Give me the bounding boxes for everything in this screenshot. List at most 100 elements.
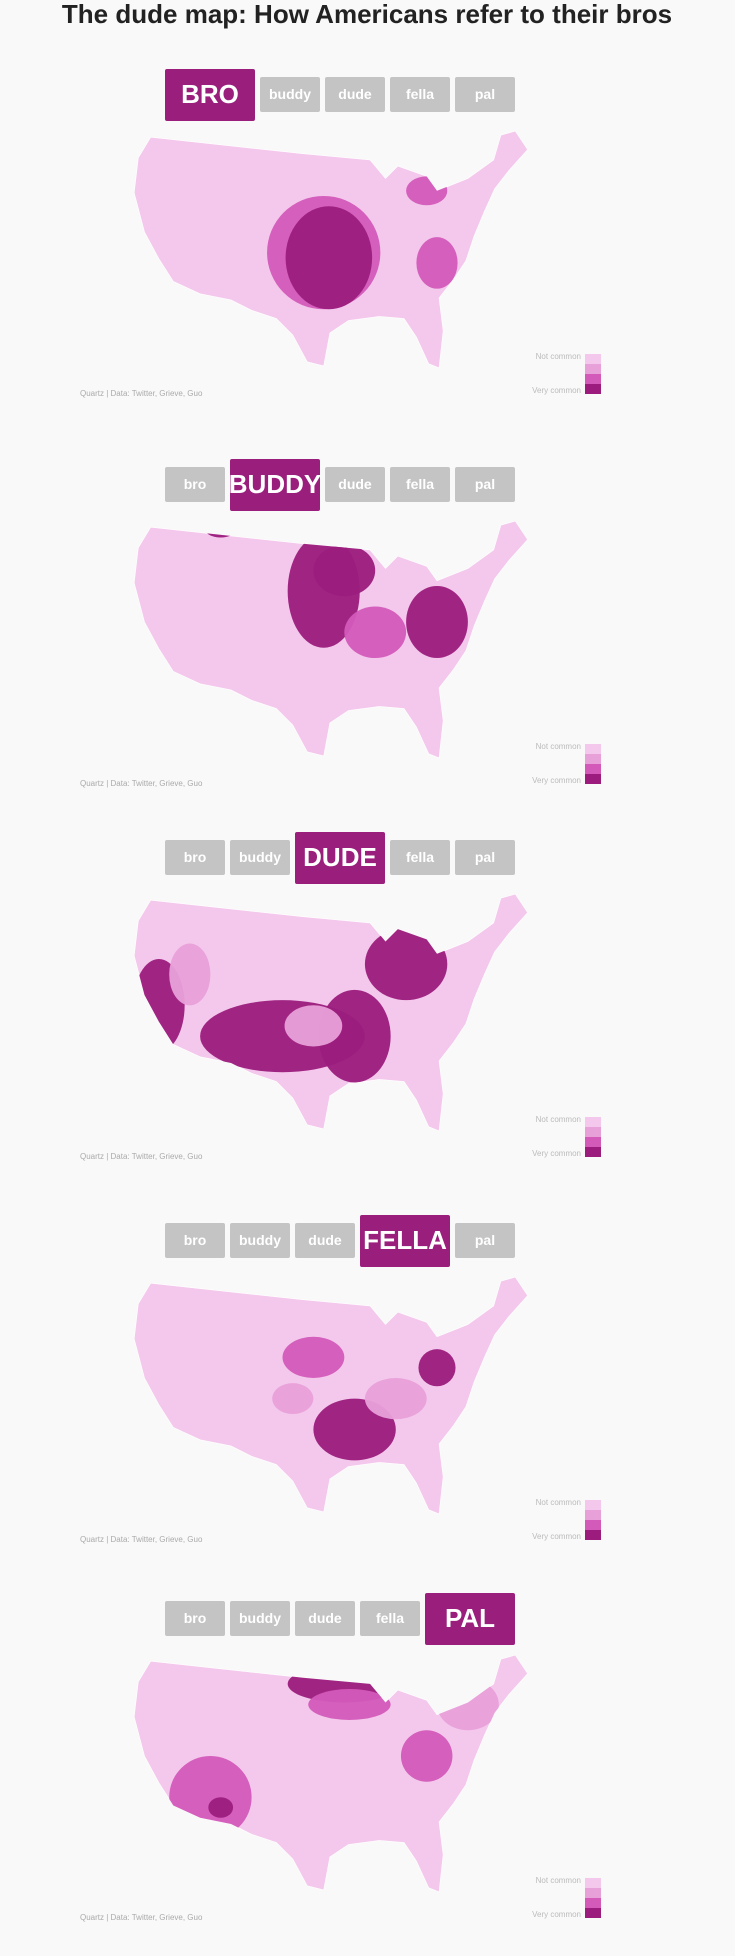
source: Quartz | Data: Twitter, Grieve, Guo <box>80 1535 203 1544</box>
tab-label: bro <box>184 849 207 865</box>
legend-swatch <box>585 364 601 374</box>
panel: bro BUDDY dude fella pal Not common Very commo… <box>80 459 601 788</box>
legend-swatch <box>585 1530 601 1540</box>
legend-swatch <box>585 1520 601 1530</box>
legend-swatch <box>585 1908 601 1918</box>
tab-label: BUDDY <box>229 469 321 499</box>
legend-swatch <box>585 1137 601 1147</box>
us-base <box>133 1276 529 1515</box>
tab-label: dude <box>338 86 372 102</box>
tab-button[interactable] <box>295 1223 355 1258</box>
legend-swatch <box>585 1127 601 1137</box>
source: Quartz | Data: Twitter, Grieve, Guo <box>80 389 203 398</box>
region <box>272 1383 314 1415</box>
region <box>437 1678 499 1731</box>
legend-swatch <box>585 1898 601 1908</box>
page-title: The dude map: How Americans refer to the… <box>62 0 672 29</box>
tab-label: bro <box>184 1232 207 1248</box>
tab-button[interactable] <box>455 840 515 875</box>
source: Quartz | Data: Twitter, Grieve, Guo <box>80 1913 203 1922</box>
tab-button[interactable] <box>455 467 515 502</box>
map <box>133 130 529 369</box>
tab-label: fella <box>406 86 434 102</box>
legend-swatch <box>585 744 601 754</box>
regions <box>267 176 514 329</box>
tab-button[interactable] <box>165 1601 225 1636</box>
legend-low: Not common <box>536 352 581 361</box>
legend-high: Very common <box>532 1532 581 1541</box>
tab-label: bro <box>184 1610 207 1626</box>
tab-label: pal <box>475 476 495 492</box>
tab-button[interactable] <box>165 69 255 121</box>
tab-button[interactable] <box>230 840 290 875</box>
panel: bro buddy dude fella PAL Not common Very commo… <box>80 1593 601 1922</box>
region <box>364 1378 427 1420</box>
tab-button[interactable] <box>360 1215 450 1267</box>
legend-swatch <box>585 1117 601 1127</box>
tab-label: dude <box>308 1232 342 1248</box>
tab-label: pal <box>475 1232 495 1248</box>
tab-button[interactable] <box>390 77 450 112</box>
region <box>313 1398 396 1461</box>
tab-button[interactable] <box>260 77 320 112</box>
tab-label: buddy <box>269 86 311 102</box>
legend-swatch <box>585 1147 601 1157</box>
regions <box>134 928 448 1083</box>
legend-high: Very common <box>532 1149 581 1158</box>
region <box>418 1349 456 1387</box>
map <box>133 1276 529 1515</box>
region <box>406 585 468 659</box>
tab-button[interactable] <box>165 1223 225 1258</box>
legend-low: Not common <box>536 1876 581 1885</box>
tab-label: fella <box>376 1610 404 1626</box>
region <box>284 1005 343 1047</box>
panel: bro buddy DUDE fella pal Not common Very commo… <box>80 832 601 1161</box>
legend-low: Not common <box>536 742 581 751</box>
tab-button[interactable] <box>230 459 320 511</box>
legend-swatch <box>585 384 601 394</box>
tab-label: bro <box>184 476 207 492</box>
tab-button[interactable] <box>425 1593 515 1645</box>
tab-button[interactable] <box>390 467 450 502</box>
tab-button[interactable] <box>295 1601 355 1636</box>
panel: BRO buddy dude fella pal Not common Very commo… <box>80 69 601 398</box>
legend-swatch <box>585 754 601 764</box>
tab-label: pal <box>475 86 495 102</box>
tab-button[interactable] <box>165 840 225 875</box>
legend-swatch <box>585 1888 601 1898</box>
tab-label: dude <box>308 1610 342 1626</box>
legend-swatch <box>585 354 601 364</box>
region <box>282 1336 345 1378</box>
legend-swatch <box>585 1500 601 1510</box>
legend-high: Very common <box>532 1910 581 1919</box>
regions <box>205 521 468 659</box>
region <box>169 1756 252 1839</box>
tab-button[interactable] <box>360 1601 420 1636</box>
tab-label: buddy <box>239 849 281 865</box>
tab-button[interactable] <box>295 832 385 884</box>
legend-swatch <box>585 774 601 784</box>
tab-button[interactable] <box>455 77 515 112</box>
tab-label: buddy <box>239 1610 281 1626</box>
map <box>133 1654 529 1893</box>
tab-label: PAL <box>445 1603 495 1633</box>
tab-button[interactable] <box>390 840 450 875</box>
region <box>344 606 407 659</box>
legend-swatch <box>585 1510 601 1520</box>
source: Quartz | Data: Twitter, Grieve, Guo <box>80 779 203 788</box>
tab-button[interactable] <box>325 467 385 502</box>
region <box>318 989 391 1083</box>
tab-button[interactable] <box>455 1223 515 1258</box>
tab-button[interactable] <box>230 1601 290 1636</box>
tab-button[interactable] <box>230 1223 290 1258</box>
tab-button[interactable] <box>325 77 385 112</box>
tab-button[interactable] <box>165 467 225 502</box>
tab-label: fella <box>406 849 434 865</box>
source: Quartz | Data: Twitter, Grieve, Guo <box>80 1152 203 1161</box>
legend-low: Not common <box>536 1115 581 1124</box>
region <box>484 299 514 329</box>
region <box>205 521 237 538</box>
legend-swatch <box>585 1878 601 1888</box>
tab-label: FELLA <box>363 1225 447 1255</box>
region <box>208 1797 234 1818</box>
